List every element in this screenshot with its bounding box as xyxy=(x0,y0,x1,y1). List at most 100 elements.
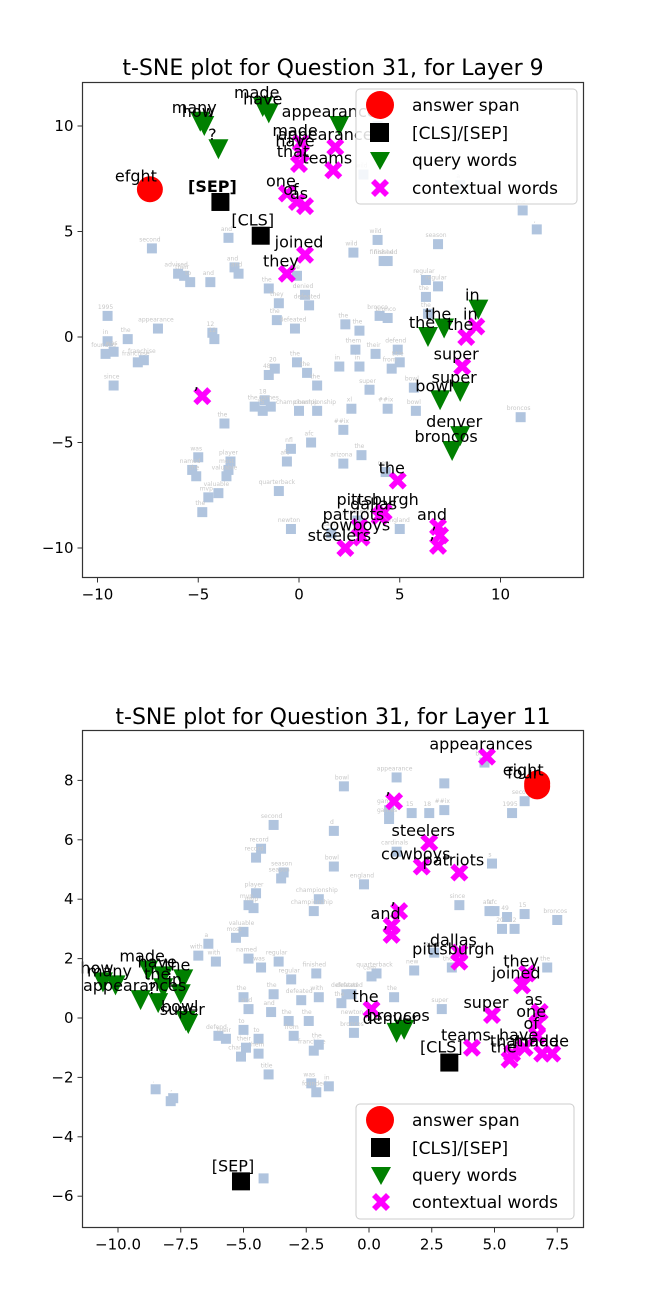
point-label: that xyxy=(277,142,310,161)
point-label: made xyxy=(524,1032,569,1051)
svg-text:and: and xyxy=(221,226,232,233)
contextual-word-marker xyxy=(296,245,315,264)
svg-text:games: games xyxy=(377,798,397,805)
token-marker xyxy=(552,914,563,925)
svg-text:.: . xyxy=(153,1077,155,1084)
svg-text:the: the xyxy=(387,985,397,992)
query-word-marker xyxy=(329,116,350,136)
token-marker xyxy=(380,467,391,478)
token-marker xyxy=(300,289,311,300)
svg-text:founded: founded xyxy=(302,1080,327,1087)
x-tick-label: −10.0 xyxy=(95,1236,141,1254)
svg-text:defeated: defeated xyxy=(286,988,313,995)
point-label: as xyxy=(525,990,543,1009)
svg-text:quarterback: quarterback xyxy=(356,961,393,968)
x-tick-label: 5.0 xyxy=(483,1236,507,1254)
svg-text:to: to xyxy=(238,1018,244,1025)
point-label: [CLS] xyxy=(420,1038,463,1057)
token-marker xyxy=(150,1084,161,1095)
token-marker xyxy=(263,369,274,380)
x-tick-label: 2.5 xyxy=(420,1236,444,1254)
svg-text:20: 20 xyxy=(496,917,504,924)
svg-text:the: the xyxy=(290,350,300,357)
contextual-word-marker xyxy=(388,471,407,490)
svg-text:in: in xyxy=(324,1074,330,1081)
contextual-word-marker xyxy=(543,1044,562,1063)
legend-x-icon xyxy=(372,1193,390,1211)
contextual-word-marker xyxy=(326,138,345,157)
svg-text:super: super xyxy=(359,378,376,385)
svg-text:with: with xyxy=(190,944,203,951)
token-marker xyxy=(409,965,420,976)
y-tick-label: 2 xyxy=(64,950,74,968)
legend-context: contextual words xyxy=(412,179,558,199)
token-marker xyxy=(263,283,274,294)
point-label: of xyxy=(283,180,299,199)
point-label: efght xyxy=(115,166,157,185)
token-marker xyxy=(313,894,324,905)
token-marker xyxy=(269,363,280,374)
point-label: that xyxy=(490,1032,523,1051)
query-word-marker xyxy=(208,139,229,160)
token-marker xyxy=(197,507,208,518)
token-marker xyxy=(285,524,296,535)
token-marker xyxy=(348,247,359,258)
legend-query: query words xyxy=(412,1166,517,1186)
token-marker xyxy=(102,336,113,347)
token-marker xyxy=(285,443,296,454)
token-marker xyxy=(273,956,284,967)
svg-text:denied: denied xyxy=(293,283,314,290)
svg-text:england: england xyxy=(386,517,410,524)
token-marker xyxy=(433,281,444,292)
x-tick-label: 10 xyxy=(491,586,510,604)
plot-area: bowl appearance bowl games games 15 18 ##ix 1995… xyxy=(80,735,569,1191)
svg-text:since: since xyxy=(450,893,466,900)
svg-text:defeated: defeated xyxy=(294,293,321,300)
svg-text:valuable: valuable xyxy=(229,920,255,927)
point-label: dallas xyxy=(350,494,397,513)
token-marker xyxy=(243,1004,254,1015)
contextual-word-marker xyxy=(290,154,308,173)
plot-title: t-SNE plot for Question 31, for Layer 11 xyxy=(115,705,550,730)
svg-text:the: the xyxy=(302,1009,312,1016)
svg-text:with: with xyxy=(310,985,323,992)
token-marker xyxy=(304,300,315,311)
point-label: joined xyxy=(491,963,541,982)
token-marker xyxy=(256,843,267,854)
x-tick-label: −5 xyxy=(187,586,209,604)
point-label: [CLS] xyxy=(231,211,274,230)
token-marker xyxy=(348,1027,359,1038)
x-tick-label: −5.0 xyxy=(225,1236,261,1254)
token-marker xyxy=(265,401,276,412)
token-marker xyxy=(382,313,393,324)
svg-text:super: super xyxy=(424,941,441,948)
token-marker xyxy=(346,403,357,414)
plot-area: 1995infoundedwasfranchisefranchisesinces… xyxy=(91,83,542,557)
axes-frame xyxy=(81,729,585,1229)
point-label: pittsburgh xyxy=(336,490,418,509)
y-tick-label: −6 xyxy=(51,1187,73,1205)
token-marker xyxy=(303,1015,314,1026)
point-label: denver xyxy=(363,1009,419,1028)
svg-text:18: 18 xyxy=(259,388,267,395)
svg-text:bronco: bronco xyxy=(367,304,388,311)
token-marker xyxy=(288,1030,299,1041)
token-marker xyxy=(249,401,260,412)
svg-text:regular: regular xyxy=(266,950,288,957)
contextual-word-marker xyxy=(528,1026,547,1045)
point-label: bowl xyxy=(415,376,452,395)
svg-text:the: the xyxy=(270,308,280,315)
token-marker xyxy=(223,232,234,243)
point-label: the xyxy=(490,1038,516,1057)
y-tick-label: −2 xyxy=(51,1068,73,1086)
token-marker xyxy=(356,450,367,461)
svg-text:chance: chance xyxy=(228,1045,250,1052)
token-marker xyxy=(122,334,133,345)
token-marker xyxy=(517,205,528,216)
cls-sep-marker xyxy=(211,192,230,211)
svg-text:xl: xl xyxy=(347,397,353,404)
token-marker xyxy=(266,1007,277,1018)
point-label: , xyxy=(391,889,396,908)
token-marker xyxy=(281,456,292,467)
token-marker xyxy=(253,1033,264,1044)
